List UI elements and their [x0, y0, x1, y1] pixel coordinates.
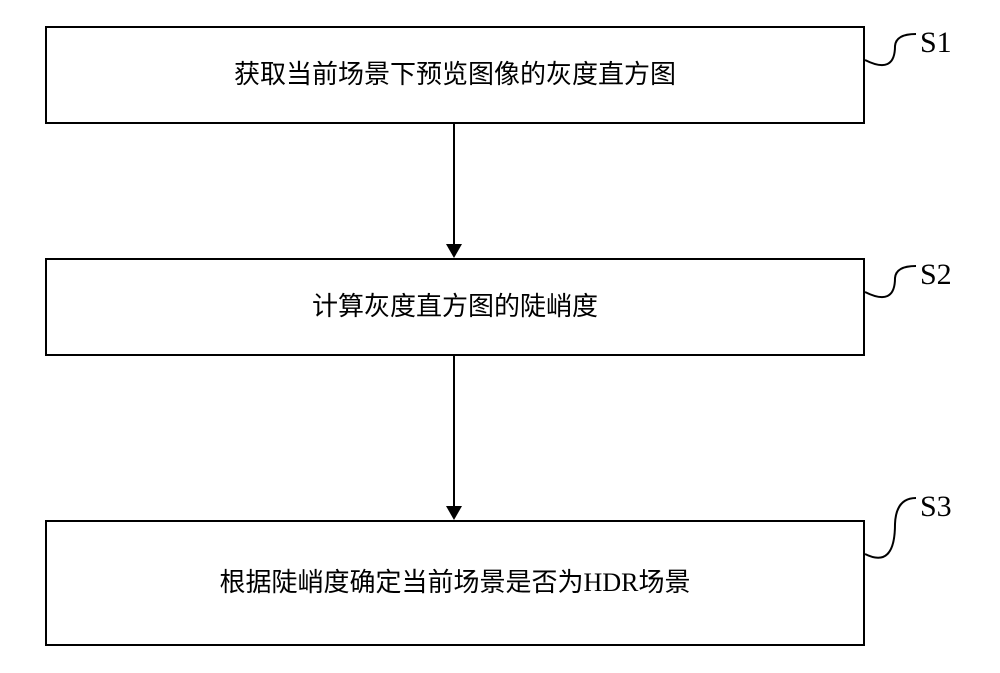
step-label-s3: S3 — [920, 490, 952, 524]
connector-path-s3 — [865, 498, 916, 558]
arrow-line-1 — [453, 124, 455, 244]
step-box-s2: 计算灰度直方图的陡峭度 — [45, 258, 865, 356]
connector-path-s2 — [865, 266, 916, 297]
flowchart-container: 获取当前场景下预览图像的灰度直方图 计算灰度直方图的陡峭度 根据陡峭度确定当前场… — [0, 0, 1000, 673]
arrow-line-2 — [453, 356, 455, 506]
label-text-s1: S1 — [920, 26, 952, 59]
step-label-s2: S2 — [920, 258, 952, 292]
connector-path-s1 — [865, 34, 916, 65]
step-text-s3: 根据陡峭度确定当前场景是否为HDR场景 — [220, 565, 691, 601]
arrow-head-1 — [446, 244, 462, 258]
step-text-s1: 获取当前场景下预览图像的灰度直方图 — [234, 57, 676, 93]
step-text-s2: 计算灰度直方图的陡峭度 — [312, 289, 598, 325]
label-text-s3: S3 — [920, 490, 952, 523]
step-label-s1: S1 — [920, 26, 952, 60]
step-box-s3: 根据陡峭度确定当前场景是否为HDR场景 — [45, 520, 865, 646]
step-box-s1: 获取当前场景下预览图像的灰度直方图 — [45, 26, 865, 124]
arrow-head-2 — [446, 506, 462, 520]
label-text-s2: S2 — [920, 258, 952, 291]
